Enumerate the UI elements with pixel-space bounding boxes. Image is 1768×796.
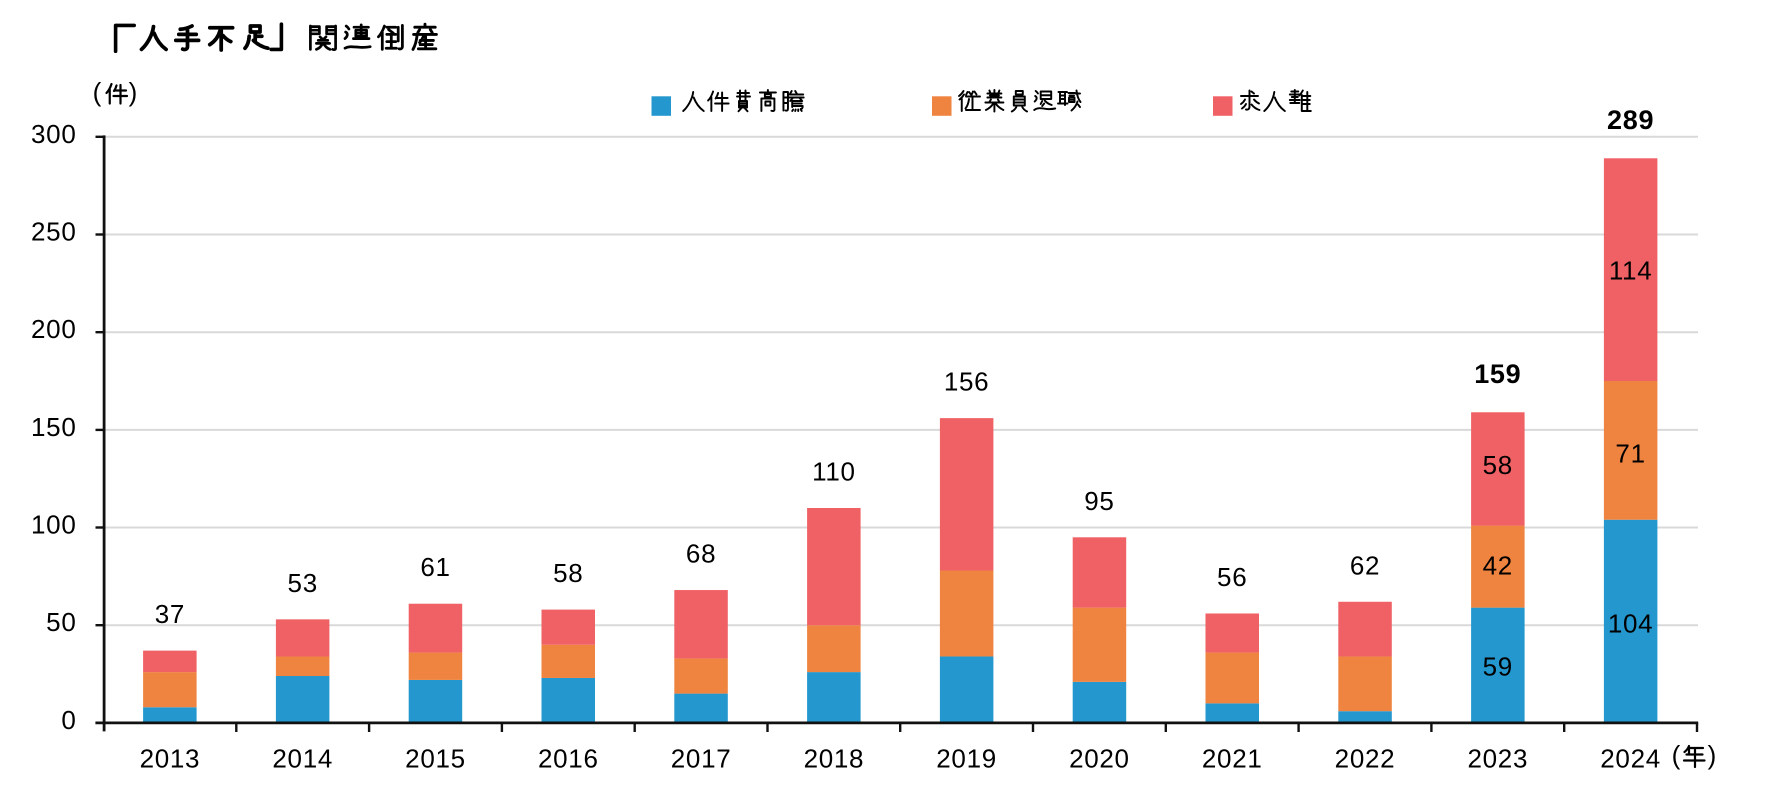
svg-text:2015: 2015 [405,744,466,774]
svg-text:): ) [129,77,138,107]
svg-text:300: 300 [31,119,76,149]
svg-text:0: 0 [61,705,76,735]
svg-text:37: 37 [155,599,185,629]
svg-text:59: 59 [1483,652,1513,682]
svg-text:68: 68 [686,539,716,569]
svg-text:104: 104 [1608,609,1653,639]
svg-text:250: 250 [31,217,76,247]
svg-text:(: ( [93,77,102,107]
svg-text:62: 62 [1350,550,1380,580]
svg-text:2022: 2022 [1335,744,1396,774]
svg-text:58: 58 [553,558,583,588]
svg-text:2014: 2014 [272,744,333,774]
svg-text:2017: 2017 [671,744,732,774]
svg-text:53: 53 [288,568,318,598]
svg-text:156: 156 [944,367,989,397]
svg-text:42: 42 [1483,551,1513,581]
svg-text:2023: 2023 [1467,744,1528,774]
svg-text:114: 114 [1609,256,1653,286]
svg-text:95: 95 [1084,486,1114,516]
svg-text:50: 50 [46,607,76,637]
svg-text:2013: 2013 [140,744,201,774]
svg-text:58: 58 [1483,450,1513,480]
svg-text:110: 110 [812,457,856,487]
svg-text:2016: 2016 [538,744,599,774]
svg-text:(: ( [1672,740,1681,770]
svg-text:2024: 2024 [1600,744,1661,774]
svg-text:2020: 2020 [1069,744,1130,774]
svg-text:200: 200 [31,314,76,344]
svg-text:2018: 2018 [804,744,865,774]
svg-text:159: 159 [1474,359,1521,389]
svg-text:150: 150 [31,412,76,442]
svg-text:2019: 2019 [936,744,997,774]
svg-text:56: 56 [1217,562,1247,592]
svg-text:2021: 2021 [1202,744,1263,774]
svg-text:61: 61 [420,552,450,582]
svg-text:100: 100 [31,510,76,540]
svg-text:289: 289 [1607,105,1654,135]
svg-text:): ) [1708,740,1717,770]
svg-text:71: 71 [1615,439,1645,469]
